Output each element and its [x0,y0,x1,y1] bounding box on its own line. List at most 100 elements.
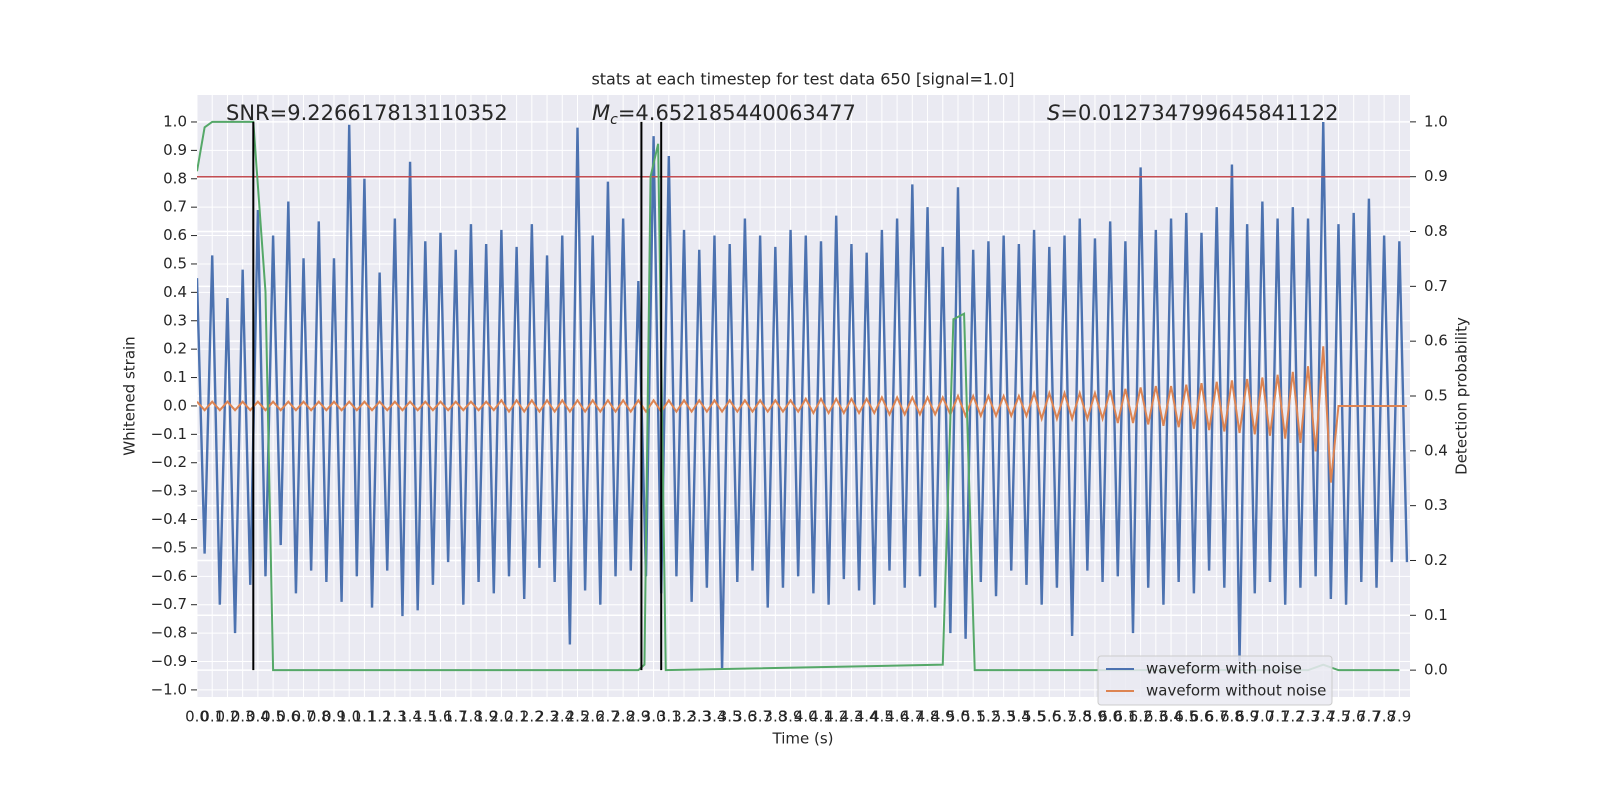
x-tick-label: 1.2 [368,708,392,726]
x-tick-label: 2.1 [505,708,529,726]
x-tick-label: 4.6 [885,708,909,726]
x-tick-label: 5.9 [1083,708,1107,726]
x-tick-label: 5.0 [946,708,970,726]
x-tick-label: 6.8 [1220,708,1244,726]
x-tick-label: 6.0 [1098,708,1122,726]
x-tick-label: 4.7 [900,708,924,726]
y2-tick-label: 0.5 [1424,387,1448,405]
x-tick-label: 0.4 [246,708,270,726]
y-tick-label: 0.3 [163,311,187,329]
x-tick-label: 5.6 [1037,708,1061,726]
y2-tick-label: 0.2 [1424,551,1448,569]
x-tick-label: 3.2 [672,708,696,726]
x-tick-label: 2.6 [581,708,605,726]
x-tick-label: 2.3 [535,708,559,726]
x-tick-label: 0.7 [292,708,316,726]
x-tick-label: 6.2 [1129,708,1153,726]
x-tick-label: 4.4 [855,708,879,726]
x-tick-label: 3.6 [733,708,757,726]
y-tick-label: 0.4 [163,283,187,301]
y2-tick-label: 1.0 [1424,112,1448,130]
x-tick-label: 6.4 [1159,708,1183,726]
y-tick-label: 0.8 [163,169,187,187]
x-tick-label: 3.9 [779,708,803,726]
x-tick-label: 5.5 [1022,708,1046,726]
x-tick-label: 0.0 [185,708,209,726]
x-tick-label: 4.5 [870,708,894,726]
x-tick-label: 1.4 [398,708,422,726]
x-tick-label: 1.5 [413,708,437,726]
x-tick-label: 6.3 [1144,708,1168,726]
y-tick-label: −0.5 [151,538,187,556]
x-tick-label: 7.1 [1266,708,1290,726]
x-tick-label: 3.7 [748,708,772,726]
y-tick-label: −1.0 [151,680,187,698]
y-tick-label: −0.8 [151,624,187,642]
x-tick-label: 2.5 [566,708,590,726]
x-tick-label: 6.1 [1113,708,1137,726]
x-tick-label: 0.2 [216,708,240,726]
x-tick-label: 0.6 [276,708,300,726]
y-tick-label: 0.2 [163,340,187,358]
grid [196,95,1410,697]
x-tick-label: 5.2 [976,708,1000,726]
y-tick-label: 0.5 [163,254,187,272]
annotation-symbol: M [592,101,610,125]
y-tick-label: 0.6 [163,226,187,244]
x-tick-label: 5.4 [1007,708,1031,726]
x-tick-label: 5.3 [992,708,1016,726]
x-tick-label: 6.5 [1174,708,1198,726]
x-tick-label: 5.8 [1068,708,1092,726]
x-tick-label: 7.9 [1387,708,1411,726]
y-tick-label: 1.0 [163,112,187,130]
x-tick-label: 7.7 [1357,708,1381,726]
x-tick-label: 7.5 [1327,708,1351,726]
legend-box [1097,655,1333,706]
x-tick-label: 4.8 [916,708,940,726]
x-tick-label: 5.1 [961,708,985,726]
y2-tick-label: 0.8 [1424,222,1448,240]
y-tick-label: −0.6 [151,567,187,585]
x-tick-label: 3.3 [687,708,711,726]
x-tick-label: 2.0 [489,708,513,726]
x-tick-label: 1.0 [337,708,361,726]
y2-tick-label: 0.1 [1424,606,1448,624]
y2-axis-label: Detection probability [1453,317,1471,475]
x-tick-label: 3.8 [763,708,787,726]
x-tick-label: 4.0 [794,708,818,726]
x-tick-label: 4.2 [824,708,848,726]
annotation: Mc=4.652185440063477 [592,101,856,128]
annotation-symbol: S [1047,101,1060,125]
x-tick-label: 1.6 [429,708,453,726]
y-tick-label: −0.4 [151,510,187,528]
x-tick-label: 1.3 [383,708,407,726]
y2-tick-label: 0.6 [1424,332,1448,350]
x-tick-label: 5.7 [1053,708,1077,726]
x-tick-label: 7.2 [1281,708,1305,726]
legend-label: waveform without noise [1146,682,1326,700]
legend-label: waveform with noise [1146,660,1302,678]
x-tick-label: 0.5 [261,708,285,726]
x-tick-label: 0.9 [322,708,346,726]
legend: waveform with noise waveform without nois… [1097,655,1333,706]
x-tick-label: 7.0 [1250,708,1274,726]
y-tick-label: −0.3 [151,482,187,500]
x-tick-label: 2.4 [550,708,574,726]
x-tick-label: 0.8 [307,708,331,726]
x-tick-label: 3.0 [642,708,666,726]
y-axis-label: Whitened strain [121,336,139,455]
y-tick-label: 0.1 [163,368,187,386]
x-tick-label: 4.1 [809,708,833,726]
y-tick-label: 0.9 [163,141,187,159]
x-tick-label: 2.7 [596,708,620,726]
y2-tick-label: 0.0 [1424,661,1448,679]
x-tick-label: 6.9 [1235,708,1259,726]
x-tick-label: 1.1 [352,708,376,726]
x-tick-label: 2.8 [611,708,635,726]
x-tick-label: 6.7 [1205,708,1229,726]
x-tick-label: 3.5 [718,708,742,726]
annotation: SNR=9.226617813110352 [226,101,508,125]
x-tick-label: 7.8 [1372,708,1396,726]
x-tick-label: 3.4 [703,708,727,726]
y-tick-label: −0.7 [151,595,187,613]
